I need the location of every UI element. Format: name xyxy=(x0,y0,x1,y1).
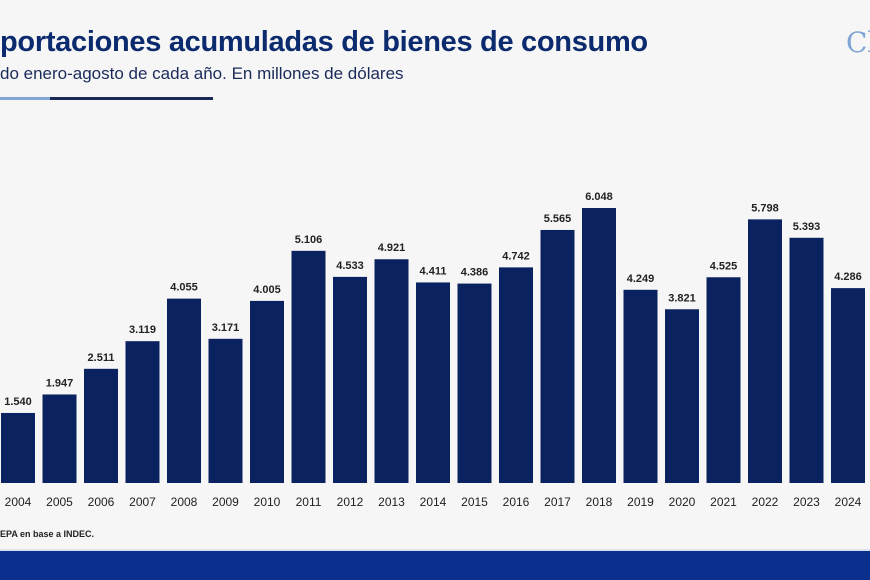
data-label: 5.106 xyxy=(295,234,323,246)
data-label: 4.386 xyxy=(461,267,489,279)
x-tick-label: 2017 xyxy=(544,495,571,509)
bar-2024 xyxy=(831,288,865,483)
title-underline-dark xyxy=(50,97,213,100)
chart-subtitle: do enero-agosto de cada año. En millones… xyxy=(0,64,404,83)
x-tick-label: 2022 xyxy=(752,495,779,509)
x-tick-label: 2008 xyxy=(171,495,198,509)
x-tick-label: 2011 xyxy=(296,495,322,509)
bar-2006 xyxy=(84,368,118,483)
x-tick-label: 2004 xyxy=(5,495,32,509)
data-label: 4.249 xyxy=(627,273,655,285)
data-label: 5.565 xyxy=(544,213,572,225)
x-tick-label: 2010 xyxy=(254,495,281,509)
x-tick-label: 2013 xyxy=(378,495,405,509)
data-label: 4.742 xyxy=(502,250,530,262)
data-label: 3.119 xyxy=(129,324,156,336)
bar-2021 xyxy=(706,277,741,483)
bar-2019 xyxy=(623,289,658,483)
data-label: 6.048 xyxy=(585,191,613,203)
bar-2015 xyxy=(457,283,492,483)
source-note: EPA en base a INDEC. xyxy=(0,529,95,539)
data-label: 4.055 xyxy=(170,282,198,294)
x-tick-label: 2021 xyxy=(710,495,737,509)
data-label: 4.533 xyxy=(336,260,364,272)
x-tick-label: 2009 xyxy=(212,495,239,509)
footer-band xyxy=(0,551,870,580)
bar-2008 xyxy=(167,298,201,483)
x-tick-label: 2015 xyxy=(461,495,488,509)
bar-2009 xyxy=(208,338,243,483)
bar-2018 xyxy=(582,208,616,483)
x-tick-label: 2014 xyxy=(420,495,447,509)
x-tick-label: 2024 xyxy=(835,495,862,509)
bar-2020 xyxy=(665,309,699,483)
x-tick-label: 2020 xyxy=(669,495,696,509)
data-label: 3.821 xyxy=(668,292,696,304)
bar-2007 xyxy=(125,341,160,483)
data-label: 4.411 xyxy=(420,265,447,277)
data-label: 5.393 xyxy=(793,221,821,233)
x-tick-label: 2007 xyxy=(129,495,156,509)
bar-2011 xyxy=(291,250,326,483)
bar-2023 xyxy=(789,237,824,483)
x-tick-label: 2018 xyxy=(586,495,613,509)
bar-2022 xyxy=(748,219,782,483)
x-tick-label: 2016 xyxy=(503,495,530,509)
bar-2004 xyxy=(1,412,35,483)
bar-2013 xyxy=(374,259,409,483)
data-label: 5.798 xyxy=(751,202,779,214)
logo: Cl xyxy=(846,26,870,59)
bar-2014 xyxy=(416,282,450,483)
bar-2005 xyxy=(42,394,77,483)
data-label: 2.511 xyxy=(88,352,115,364)
data-label: 1.947 xyxy=(46,377,74,389)
x-tick-label: 2012 xyxy=(337,495,364,509)
title-underline-light xyxy=(0,97,50,100)
bar-2010 xyxy=(250,300,284,483)
data-label: 4.921 xyxy=(378,242,406,254)
x-tick-label: 2023 xyxy=(793,495,820,509)
footer-divider xyxy=(0,549,870,551)
data-label: 4.525 xyxy=(710,260,738,272)
bar-2017 xyxy=(540,229,575,483)
data-label: 3.171 xyxy=(212,322,240,334)
data-label: 4.286 xyxy=(834,271,862,283)
chart-title: portaciones acumuladas de bienes de cons… xyxy=(0,26,648,58)
x-tick-label: 2005 xyxy=(46,495,73,509)
data-label: 1.540 xyxy=(4,396,32,408)
data-label: 4.005 xyxy=(253,284,281,296)
x-tick-label: 2006 xyxy=(88,495,115,509)
x-tick-label: 2019 xyxy=(627,495,654,509)
bar-chart: 1.540 2004 1.947 2005 2.511 2006 3.119 2007 4.05… xyxy=(1,191,865,509)
bar-2016 xyxy=(499,267,533,483)
bar-2012 xyxy=(333,276,367,483)
